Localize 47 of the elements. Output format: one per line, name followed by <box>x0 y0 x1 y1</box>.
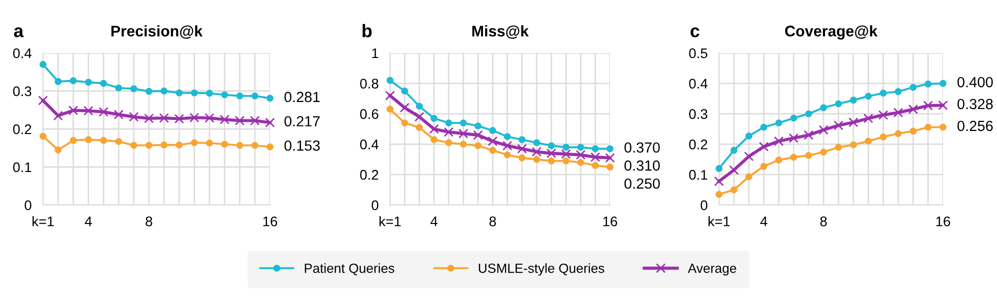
data-label: 0.217 <box>284 116 320 126</box>
y-tick-label: 0 <box>372 200 378 210</box>
chart-title: Coverage@k <box>785 25 878 40</box>
legend-label: USMLE-style Queries <box>478 263 604 276</box>
y-tick-label: 0.1 <box>13 162 32 172</box>
x-tick-label: k=1 <box>380 216 401 226</box>
y-tick-label: 0.1 <box>689 170 708 180</box>
y-tick-label: 0.4 <box>360 140 378 150</box>
data-label: 0.400 <box>957 76 993 88</box>
data-label: 0.153 <box>284 140 320 151</box>
y-tick-label: 0.2 <box>689 140 708 150</box>
x-tick-label: 16 <box>263 216 278 226</box>
data-label: 0.310 <box>624 160 660 171</box>
data-label: 0.281 <box>284 92 320 102</box>
x-tick-label: 4 <box>84 216 92 226</box>
x-tick-label: 8 <box>489 216 496 226</box>
data-label: 0.256 <box>957 120 993 132</box>
y-tick-label: 0.5 <box>689 48 708 58</box>
x-tick-label: 8 <box>146 216 152 226</box>
y-tick-label: 0 <box>700 200 708 210</box>
text: b <box>362 24 372 38</box>
x-tick-label: k=1 <box>708 216 730 226</box>
legend-label: Average <box>688 264 736 276</box>
y-tick-label: 0.8 <box>360 78 378 89</box>
y-tick-label: 0.4 <box>689 78 708 89</box>
y-tick-label: 1 <box>372 48 378 58</box>
x-tick-label: k=1 <box>32 216 54 226</box>
y-tick-label: 0.2 <box>360 170 378 180</box>
y-tick-label: 0.3 <box>689 109 708 119</box>
y-tick-label: 0.2 <box>13 124 32 134</box>
x-tick-label: 16 <box>936 216 950 226</box>
y-tick-label: 0.4 <box>13 48 32 58</box>
x-tick-label: 16 <box>603 216 618 226</box>
data-label: 0.370 <box>624 142 660 153</box>
legend-label: Patient Queries <box>304 263 394 276</box>
x-tick-label: 8 <box>820 216 827 226</box>
data-label: 0.328 <box>957 98 993 110</box>
chart-title: Precision@k <box>111 25 203 39</box>
data-label: 0.250 <box>624 178 660 189</box>
y-tick-label: 0.6 <box>360 109 378 119</box>
chart-title: Miss@k <box>472 25 529 39</box>
y-tick-label: 0 <box>24 200 32 210</box>
text: a <box>14 27 24 38</box>
x-tick-label: 4 <box>760 216 768 226</box>
x-tick-label: 4 <box>430 216 438 226</box>
y-tick-label: 0.3 <box>13 86 32 96</box>
text: c <box>690 27 700 38</box>
